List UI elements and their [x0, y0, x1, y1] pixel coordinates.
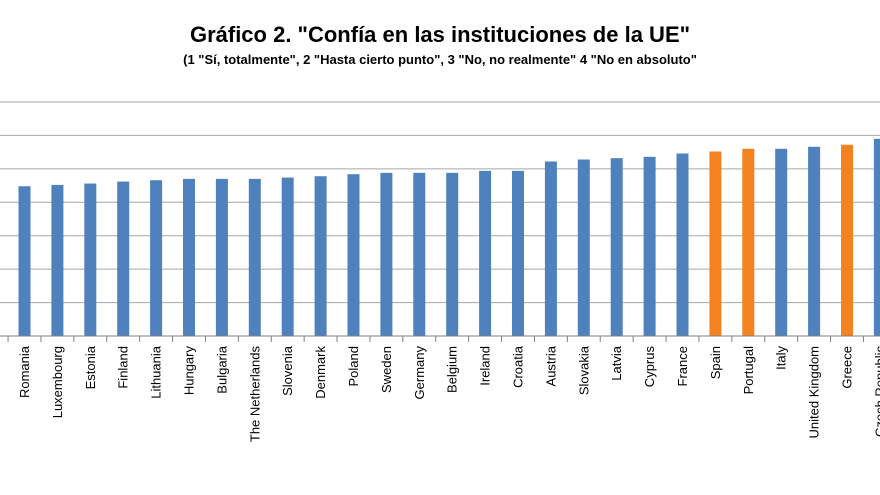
bar-sweden	[380, 172, 393, 336]
x-tick-label-poland: Poland	[346, 346, 361, 386]
bar-greece	[841, 144, 853, 336]
chart-title: Gráfico 2. "Confía en las instituciones …	[189, 22, 691, 47]
bar-germany	[413, 172, 426, 336]
x-axis	[0, 335, 880, 342]
bars	[18, 138, 880, 336]
chart-subtitle: (1 "Sí, totalmente", 2 "Hasta cierto pun…	[183, 52, 697, 67]
bar-romania	[18, 186, 31, 336]
x-tick-label-croatia: Croatia	[511, 345, 526, 388]
x-tick-label-romania: Romania	[17, 345, 32, 398]
bar-luxembourg	[51, 184, 64, 336]
bar-slovakia	[577, 159, 590, 336]
bar-france	[676, 153, 689, 336]
x-tick-label-czech-republic: Czech Republic	[872, 346, 880, 438]
bar-czech-republic	[873, 138, 880, 336]
x-tick-label-portugal: Portugal	[741, 346, 756, 395]
x-tick-labels: Romania Luxembourg Estonia Finland Lithuania…	[17, 345, 880, 442]
x-tick-label-greece: Greece	[840, 346, 855, 389]
bar-united-kingdom	[808, 146, 821, 336]
bar-latvia	[610, 158, 623, 336]
bar-denmark	[314, 176, 327, 336]
x-tick-label-denmark: Denmark	[313, 346, 328, 399]
x-tick-label-united-kingdom: United Kingdom	[807, 346, 822, 439]
gridlines	[0, 101, 880, 304]
bar-hungary	[183, 178, 195, 336]
x-tick-label-france: France	[675, 346, 690, 386]
x-tick-label-bulgaria: Bulgaria	[214, 345, 229, 393]
x-tick-label-sweden: Sweden	[379, 346, 394, 393]
bar-finland	[117, 181, 130, 336]
x-tick-label-lithuania: Lithuania	[149, 345, 164, 399]
bar-austria	[544, 161, 557, 336]
x-tick-label-luxembourg: Luxembourg	[50, 346, 65, 418]
bar-belgium	[446, 172, 459, 336]
bar-slovenia	[281, 177, 294, 336]
bar-italy	[775, 148, 788, 336]
x-tick-label-the-netherlands: The Netherlands	[247, 346, 262, 443]
bar-croatia	[512, 170, 524, 336]
x-tick-label-ireland: Ireland	[478, 346, 493, 386]
x-tick-label-latvia: Latvia	[609, 345, 624, 380]
bar-lithuania	[150, 180, 163, 336]
x-tick-label-austria: Austria	[543, 345, 558, 386]
bar-poland	[347, 174, 360, 336]
x-tick-label-estonia: Estonia	[83, 345, 98, 389]
x-tick-label-germany: Germany	[412, 346, 427, 400]
bar-the-netherlands	[248, 178, 261, 336]
bar-ireland	[479, 170, 492, 336]
x-tick-label-slovenia: Slovenia	[280, 345, 295, 396]
bar-cyprus	[643, 156, 656, 336]
x-tick-label-italy: Italy	[774, 346, 789, 370]
x-tick-label-belgium: Belgium	[445, 346, 460, 393]
bar-estonia	[84, 183, 97, 336]
x-tick-label-cyprus: Cyprus	[642, 346, 657, 388]
x-tick-label-slovakia: Slovakia	[576, 345, 591, 395]
bar-bulgaria	[215, 178, 228, 336]
x-tick-label-finland: Finland	[116, 346, 131, 389]
bar-portugal	[742, 148, 755, 336]
x-tick-label-hungary: Hungary	[182, 346, 197, 396]
x-tick-label-spain: Spain	[708, 346, 723, 379]
bar-spain	[709, 151, 722, 336]
